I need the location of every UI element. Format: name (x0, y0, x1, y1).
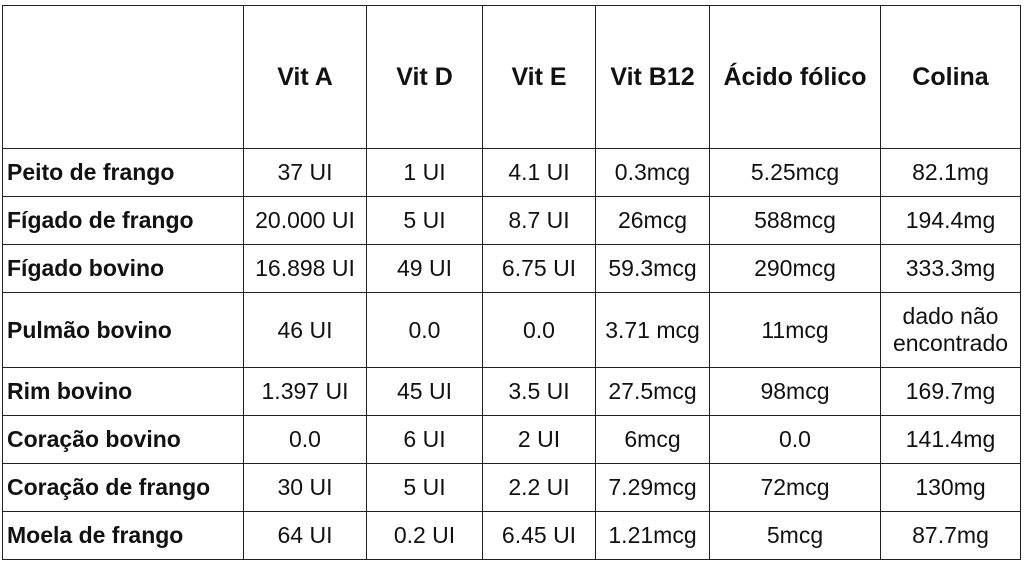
cell: 588mcg (709, 196, 881, 245)
cell: 26mcg (595, 196, 710, 245)
header-row: Vit A Vit D Vit E Vit B12 Ácido fólico Colina (2, 5, 1021, 149)
cell: 194.4mg (880, 196, 1021, 245)
cell: 45 UI (366, 367, 483, 416)
row-label: Coração bovino (2, 415, 244, 464)
table-row: Coração bovino 0.0 6 UI 2 UI 6mcg 0.0 141.4mg (2, 415, 1021, 464)
cell: 290mcg (709, 244, 881, 293)
cell: 1.397 UI (243, 367, 367, 416)
cell: 0.0 (366, 292, 483, 368)
cell: 3.5 UI (482, 367, 596, 416)
row-label: Rim bovino (2, 367, 244, 416)
cell: 3.71 mcg (595, 292, 710, 368)
cell: 5 UI (366, 463, 483, 512)
cell: 72mcg (709, 463, 881, 512)
cell: 169.7mg (880, 367, 1021, 416)
cell: 4.1 UI (482, 148, 596, 197)
cell: 27.5mcg (595, 367, 710, 416)
cell: 0.0 (482, 292, 596, 368)
column-header: Vit E (482, 5, 596, 149)
cell: 141.4mg (880, 415, 1021, 464)
table-row: Pulmão bovino 46 UI 0.0 0.0 3.71 mcg 11mcg dad… (2, 292, 1021, 368)
cell: 37 UI (243, 148, 367, 197)
cell: 5 UI (366, 196, 483, 245)
cell: 8.7 UI (482, 196, 596, 245)
cell: 0.0 (709, 415, 881, 464)
cell: 64 UI (243, 511, 367, 560)
column-header: Vit A (243, 5, 367, 149)
cell: 59.3mcg (595, 244, 710, 293)
cell: 0.3mcg (595, 148, 710, 197)
table-row: Peito de frango 37 UI 1 UI 4.1 UI 0.3mcg 5.25… (2, 148, 1021, 197)
table-row: Fígado de frango 20.000 UI 5 UI 8.7 UI 26mcg… (2, 196, 1021, 245)
cell: 1.21mcg (595, 511, 710, 560)
cell: 333.3mg (880, 244, 1021, 293)
cell: 130mg (880, 463, 1021, 512)
column-header: Ácido fólico (709, 5, 881, 149)
cell: 6mcg (595, 415, 710, 464)
cell: 6 UI (366, 415, 483, 464)
table-row: Coração de frango 30 UI 5 UI 2.2 UI 7.29mcg 7… (2, 463, 1021, 512)
cell: 1 UI (366, 148, 483, 197)
cell: 2 UI (482, 415, 596, 464)
column-header: Vit D (366, 5, 483, 149)
cell: 20.000 UI (243, 196, 367, 245)
cell: 6.45 UI (482, 511, 596, 560)
cell: dado não encontrado (880, 292, 1021, 368)
cell: 5.25mcg (709, 148, 881, 197)
row-label: Peito de frango (2, 148, 244, 197)
table-row: Moela de frango 64 UI 0.2 UI 6.45 UI 1.21mcg… (2, 511, 1021, 560)
cell: 49 UI (366, 244, 483, 293)
cell: 0.0 (243, 415, 367, 464)
cell: 16.898 UI (243, 244, 367, 293)
row-label: Pulmão bovino (2, 292, 244, 368)
row-label: Fígado de frango (2, 196, 244, 245)
row-label: Fígado bovino (2, 244, 244, 293)
row-label: Moela de frango (2, 511, 244, 560)
cell: 6.75 UI (482, 244, 596, 293)
cell: 2.2 UI (482, 463, 596, 512)
cell: 82.1mg (880, 148, 1021, 197)
corner-cell (2, 5, 244, 149)
cell: 46 UI (243, 292, 367, 368)
table-row: Fígado bovino 16.898 UI 49 UI 6.75 UI 59.3mc… (2, 244, 1021, 293)
column-header: Colina (880, 5, 1021, 149)
table-row: Rim bovino 1.397 UI 45 UI 3.5 UI 27.5mcg 98mc… (2, 367, 1021, 416)
cell: 0.2 UI (366, 511, 483, 560)
nutrition-table: Vit A Vit D Vit E Vit B12 Ácido fólico Colina… (2, 5, 1021, 560)
row-label: Coração de frango (2, 463, 244, 512)
column-header: Vit B12 (595, 5, 710, 149)
cell: 5mcg (709, 511, 881, 560)
cell: 30 UI (243, 463, 367, 512)
cell: 11mcg (709, 292, 881, 368)
cell: 7.29mcg (595, 463, 710, 512)
cell: 98mcg (709, 367, 881, 416)
cell: 87.7mg (880, 511, 1021, 560)
